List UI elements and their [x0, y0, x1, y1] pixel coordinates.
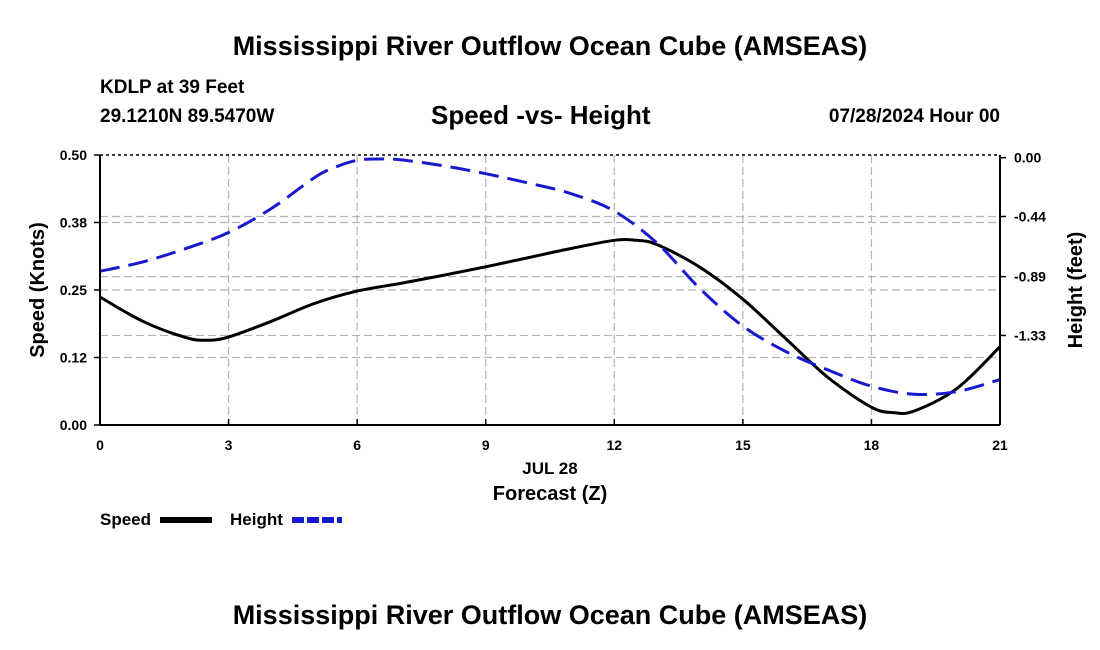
- x-date-label: JUL 28: [522, 459, 577, 478]
- coordinates-label: 29.1210N 89.5470W: [100, 106, 275, 127]
- y-left-tick-label: 0.12: [60, 350, 87, 366]
- y-right-axis-label: Height (feet): [1065, 232, 1087, 349]
- footer-title: Mississippi River Outflow Ocean Cube (AM…: [232, 600, 868, 630]
- y-left-tick-label: 0.00: [60, 417, 87, 433]
- chart-title: Mississippi River Outflow Ocean Cube (AM…: [232, 31, 868, 61]
- y-left-tick-label: 0.38: [60, 215, 87, 231]
- y-left-tick-label: 0.50: [60, 147, 87, 163]
- chart-subtitle: Speed -vs- Height: [431, 100, 651, 130]
- datetime-label: 07/28/2024 Hour 00: [828, 106, 1000, 127]
- legend-speed-label: Speed: [100, 510, 151, 529]
- series-line-height: [99, 157, 1001, 397]
- series-lines: [99, 157, 1002, 416]
- tick-labels: 0 3 6 9 12 15 18 21 0.00 0.12 0.25 0.38 0.50 0.00 -0.4…: [27, 147, 1087, 505]
- x-tick-label: 6: [353, 437, 361, 453]
- x-tick-label: 0: [96, 437, 104, 453]
- x-tick-label: 12: [606, 437, 622, 453]
- y-right-tick-label: 0.00: [1014, 150, 1041, 166]
- axes: [94, 154, 1006, 426]
- x-tick-label: 15: [735, 437, 751, 453]
- grid-lines: [100, 155, 1000, 425]
- x-tick-label: 21: [992, 437, 1008, 453]
- series-line-speed: [99, 238, 1002, 416]
- y-right-tick-label: -1.33: [1014, 327, 1046, 343]
- x-tick-label: 3: [225, 437, 233, 453]
- x-tick-label: 9: [482, 437, 490, 453]
- legend: Speed Height: [100, 510, 342, 529]
- station-label: KDLP at 39 Feet: [100, 77, 245, 98]
- y-right-tick-label: -0.44: [1014, 208, 1046, 224]
- x-axis-label: Forecast (Z): [493, 483, 607, 505]
- legend-height-label: Height: [230, 510, 283, 529]
- y-left-tick-label: 0.25: [60, 282, 87, 298]
- y-left-axis-label: Speed (Knots): [27, 222, 49, 358]
- y-right-tick-label: -0.89: [1014, 269, 1046, 285]
- x-tick-label: 18: [864, 437, 880, 453]
